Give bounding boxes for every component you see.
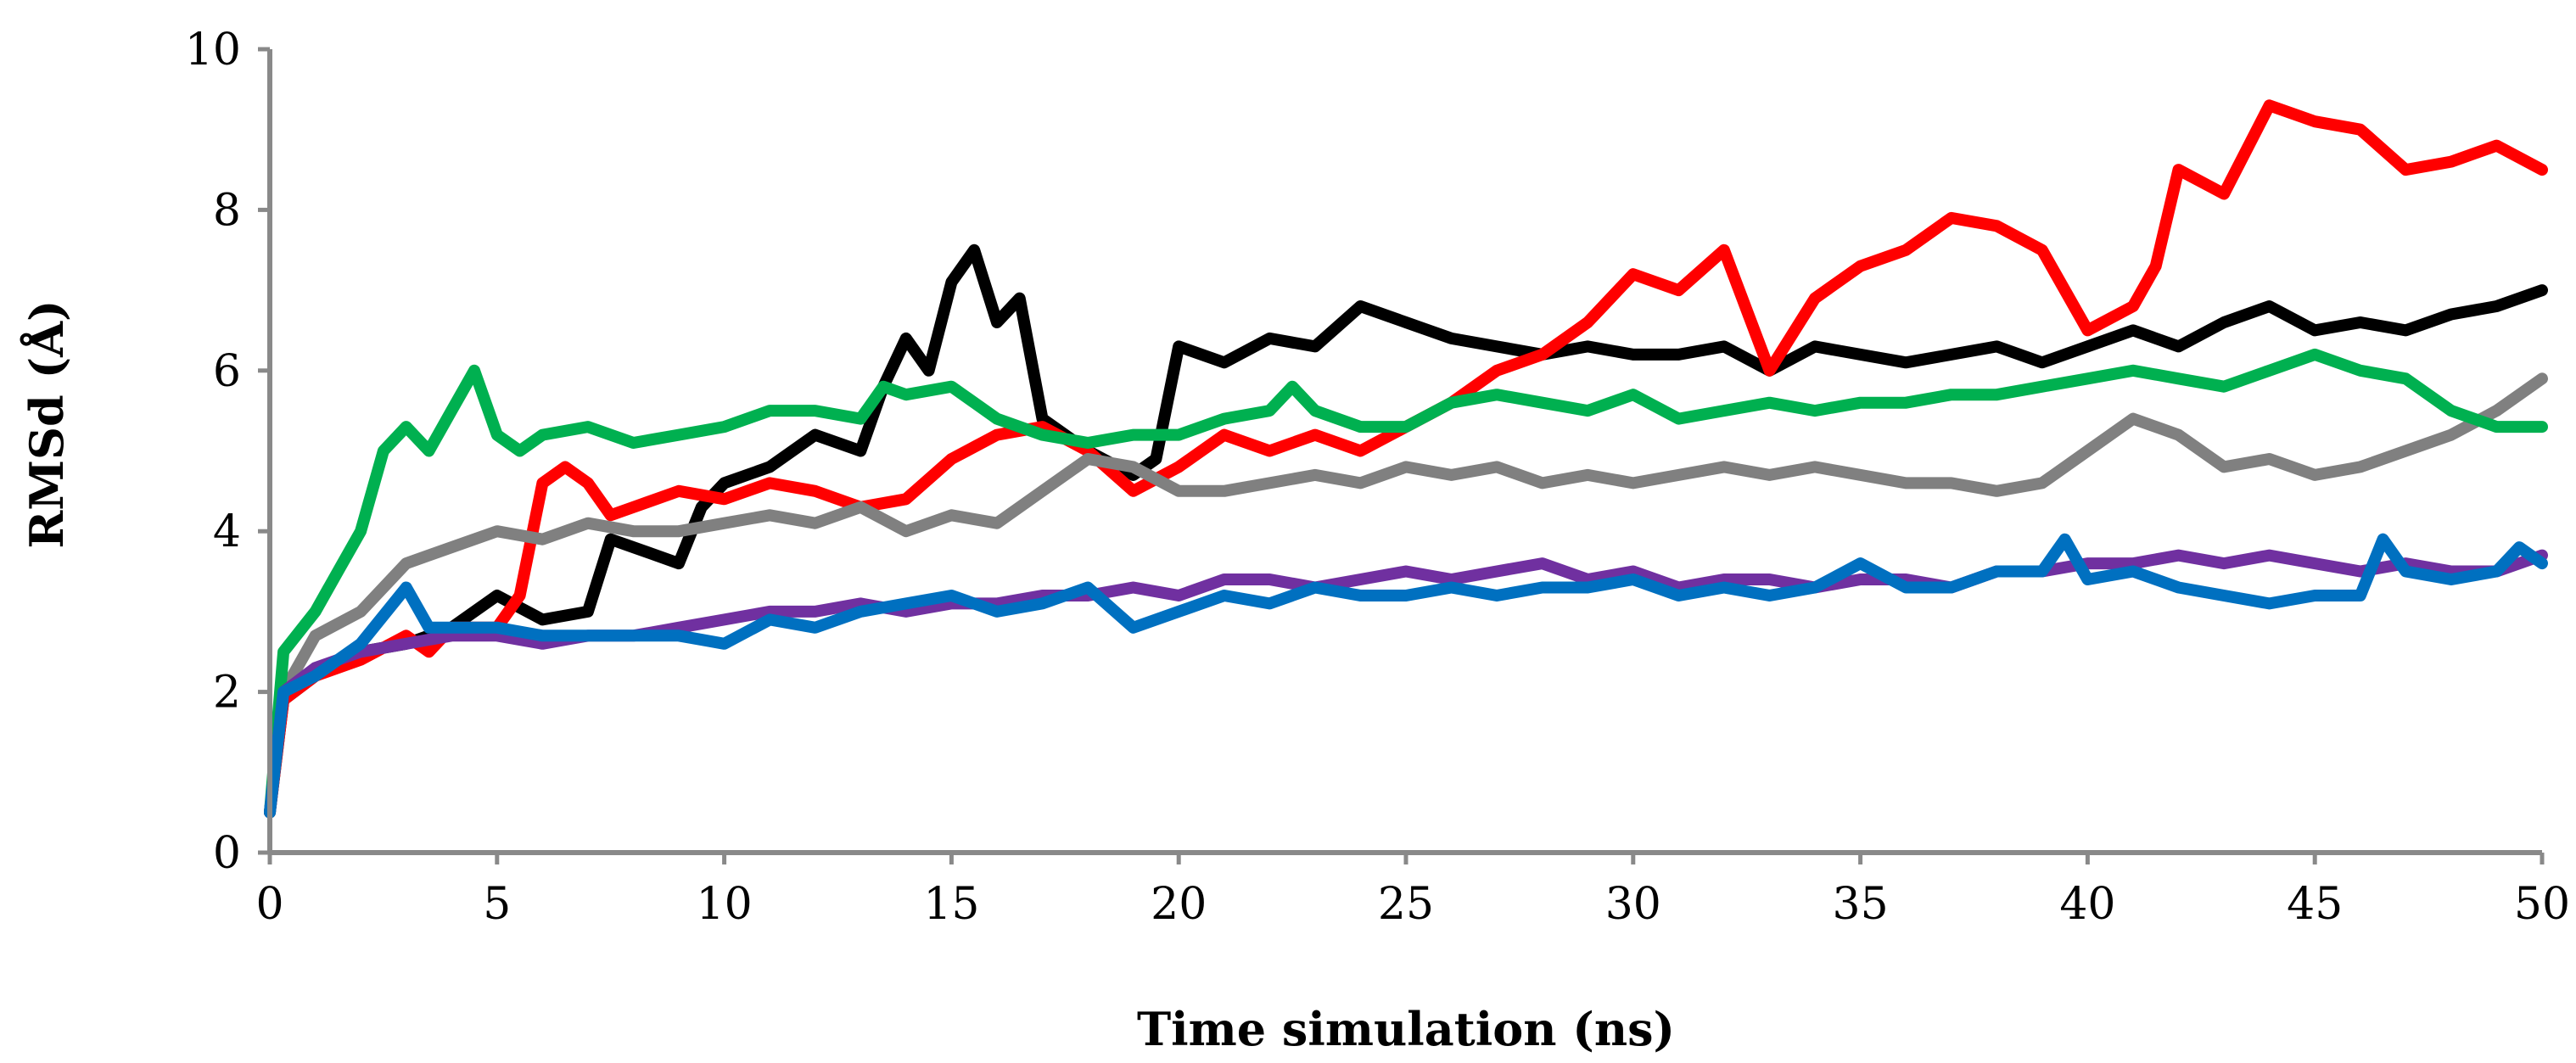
x-tick-label: 40: [2059, 879, 2115, 930]
x-tick-label: 15: [923, 879, 979, 930]
x-tick-label: 30: [1605, 879, 1661, 930]
series-line-gray: [264, 372, 2548, 819]
x-tick-label: 35: [1833, 879, 1889, 930]
x-tick-label: 5: [483, 879, 511, 930]
series-line-blue: [264, 533, 2548, 819]
x-tick-label: 25: [1378, 879, 1434, 930]
y-tick-label: 4: [213, 506, 241, 557]
x-tick-label: 20: [1151, 879, 1207, 930]
x-tick-label: 0: [255, 879, 283, 930]
y-tick-label: 10: [185, 25, 241, 76]
series-line-green: [264, 348, 2548, 819]
x-axis-title: Time simulation (ns): [1137, 1002, 1675, 1056]
x-tick-label: 50: [2514, 879, 2570, 930]
x-axis-ticks: 0 5 10 15 20 25 30 35 40 45 50: [255, 853, 2570, 930]
x-tick-label: 10: [697, 879, 753, 930]
x-tick-label: 45: [2287, 879, 2343, 930]
y-tick-label: 0: [213, 828, 241, 879]
series-layer: [264, 99, 2548, 819]
y-axis-ticks: 0 2 4 6 8 10: [185, 25, 270, 879]
y-tick-label: 6: [213, 346, 241, 397]
y-tick-label: 8: [213, 185, 241, 236]
y-axis-title: RMSd (Å): [20, 299, 74, 548]
y-tick-label: 2: [213, 668, 241, 719]
series-line-black: [264, 243, 2548, 819]
series-line-red: [264, 99, 2548, 819]
